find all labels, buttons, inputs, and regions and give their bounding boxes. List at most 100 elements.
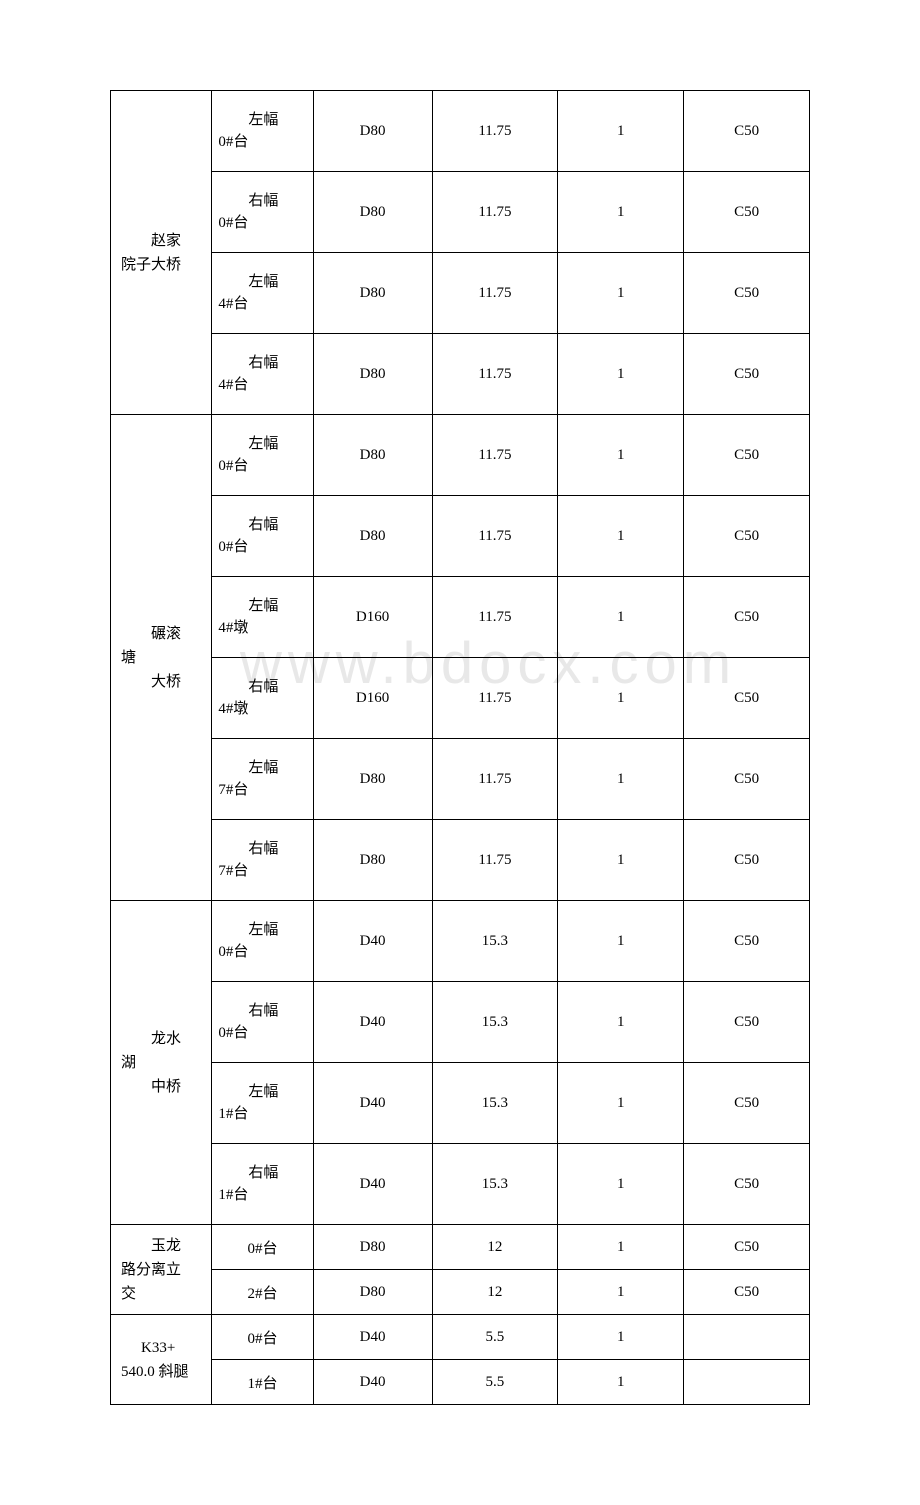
table-row: 右幅7#台D8011.751C50: [111, 820, 810, 901]
bridge-name-cell: 碾滚塘大桥: [111, 415, 212, 901]
c-cell: C50: [684, 982, 810, 1063]
bridge-name-cell: 赵家院子大桥: [111, 91, 212, 415]
c-cell: C50: [684, 172, 810, 253]
table-row: 玉龙路分离立交0#台D80121C50: [111, 1225, 810, 1270]
d-cell: D80: [313, 172, 432, 253]
d-cell: D80: [313, 739, 432, 820]
position-cell: 右幅1#台: [212, 1144, 313, 1225]
d-cell: D40: [313, 901, 432, 982]
c-cell: C50: [684, 820, 810, 901]
c-cell: C50: [684, 1063, 810, 1144]
one-cell: 1: [558, 820, 684, 901]
val-cell: 15.3: [432, 1144, 558, 1225]
one-cell: 1: [558, 1270, 684, 1315]
d-cell: D40: [313, 1144, 432, 1225]
one-cell: 1: [558, 496, 684, 577]
one-cell: 1: [558, 658, 684, 739]
c-cell: C50: [684, 739, 810, 820]
val-cell: 11.75: [432, 820, 558, 901]
table-row: 1#台D405.51: [111, 1360, 810, 1405]
one-cell: 1: [558, 901, 684, 982]
position-cell: 右幅0#台: [212, 172, 313, 253]
c-cell: C50: [684, 334, 810, 415]
val-cell: 15.3: [432, 901, 558, 982]
d-cell: D80: [313, 334, 432, 415]
table-row: 右幅4#墩D16011.751C50: [111, 658, 810, 739]
one-cell: 1: [558, 1144, 684, 1225]
position-cell: 右幅4#台: [212, 334, 313, 415]
val-cell: 15.3: [432, 982, 558, 1063]
val-cell: 11.75: [432, 496, 558, 577]
val-cell: 11.75: [432, 658, 558, 739]
one-cell: 1: [558, 253, 684, 334]
d-cell: D80: [313, 415, 432, 496]
table-row: 2#台D80121C50: [111, 1270, 810, 1315]
one-cell: 1: [558, 1225, 684, 1270]
table-row: 右幅0#台D8011.751C50: [111, 172, 810, 253]
c-cell: C50: [684, 253, 810, 334]
d-cell: D80: [313, 1270, 432, 1315]
one-cell: 1: [558, 1063, 684, 1144]
d-cell: D80: [313, 1225, 432, 1270]
c-cell: C50: [684, 496, 810, 577]
c-cell: C50: [684, 901, 810, 982]
table-row: 左幅4#墩D16011.751C50: [111, 577, 810, 658]
one-cell: 1: [558, 415, 684, 496]
position-cell: 左幅4#墩: [212, 577, 313, 658]
c-cell: C50: [684, 1270, 810, 1315]
position-cell: 1#台: [212, 1360, 313, 1405]
one-cell: 1: [558, 739, 684, 820]
table-row: 龙水湖中桥左幅0#台D4015.31C50: [111, 901, 810, 982]
position-cell: 左幅7#台: [212, 739, 313, 820]
d-cell: D40: [313, 1063, 432, 1144]
d-cell: D80: [313, 820, 432, 901]
table-row: K33+540.0 斜腿0#台D405.51: [111, 1315, 810, 1360]
one-cell: 1: [558, 334, 684, 415]
d-cell: D40: [313, 982, 432, 1063]
val-cell: 11.75: [432, 577, 558, 658]
table-row: 赵家院子大桥左幅0#台D8011.751C50: [111, 91, 810, 172]
val-cell: 11.75: [432, 334, 558, 415]
table-row: 右幅0#台D4015.31C50: [111, 982, 810, 1063]
table-row: 碾滚塘大桥左幅0#台D8011.751C50: [111, 415, 810, 496]
one-cell: 1: [558, 172, 684, 253]
val-cell: 5.5: [432, 1315, 558, 1360]
position-cell: 左幅0#台: [212, 901, 313, 982]
table-row: 右幅0#台D8011.751C50: [111, 496, 810, 577]
val-cell: 11.75: [432, 739, 558, 820]
table-row: 右幅4#台D8011.751C50: [111, 334, 810, 415]
val-cell: 11.75: [432, 172, 558, 253]
position-cell: 左幅0#台: [212, 91, 313, 172]
val-cell: 11.75: [432, 253, 558, 334]
c-cell: [684, 1315, 810, 1360]
d-cell: D40: [313, 1315, 432, 1360]
data-table: 赵家院子大桥左幅0#台D8011.751C50右幅0#台D8011.751C50…: [110, 90, 810, 1405]
d-cell: D160: [313, 658, 432, 739]
val-cell: 5.5: [432, 1360, 558, 1405]
val-cell: 15.3: [432, 1063, 558, 1144]
position-cell: 右幅0#台: [212, 496, 313, 577]
position-cell: 左幅4#台: [212, 253, 313, 334]
position-cell: 2#台: [212, 1270, 313, 1315]
table-row: 左幅7#台D8011.751C50: [111, 739, 810, 820]
position-cell: 右幅7#台: [212, 820, 313, 901]
d-cell: D80: [313, 91, 432, 172]
val-cell: 11.75: [432, 91, 558, 172]
c-cell: C50: [684, 415, 810, 496]
c-cell: [684, 1360, 810, 1405]
d-cell: D80: [313, 496, 432, 577]
val-cell: 11.75: [432, 415, 558, 496]
d-cell: D40: [313, 1360, 432, 1405]
d-cell: D160: [313, 577, 432, 658]
d-cell: D80: [313, 253, 432, 334]
c-cell: C50: [684, 91, 810, 172]
one-cell: 1: [558, 1360, 684, 1405]
table-row: 右幅1#台D4015.31C50: [111, 1144, 810, 1225]
val-cell: 12: [432, 1225, 558, 1270]
bridge-name-cell: 龙水湖中桥: [111, 901, 212, 1225]
one-cell: 1: [558, 1315, 684, 1360]
position-cell: 右幅0#台: [212, 982, 313, 1063]
c-cell: C50: [684, 1225, 810, 1270]
c-cell: C50: [684, 1144, 810, 1225]
position-cell: 0#台: [212, 1225, 313, 1270]
